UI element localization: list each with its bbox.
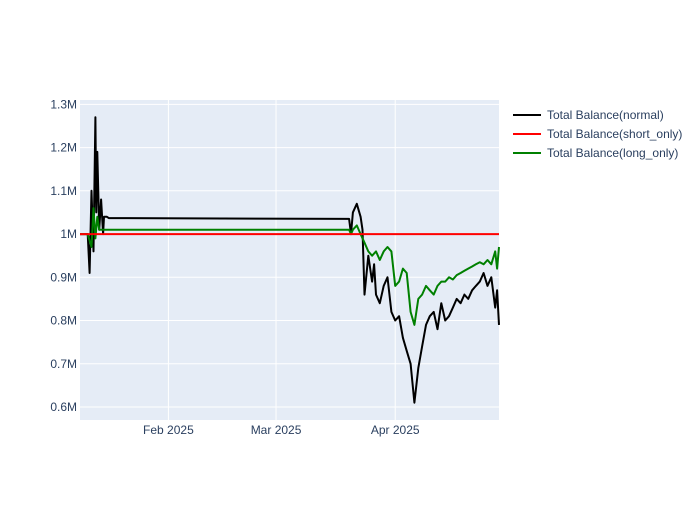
- y-tick-label: 1M: [60, 227, 77, 241]
- legend-label: Total Balance(short_only): [547, 127, 682, 141]
- x-tick-label: Mar 2025: [251, 423, 302, 437]
- plot-background: [80, 100, 499, 420]
- series-line-0: [80, 116, 500, 404]
- axis-layer: 0.6M 0.7M 0.8M 0.9M 1M 1.1M 1.2M 1.3M Feb 2025 Ma…: [50, 97, 420, 437]
- y-tick-label: 0.7M: [50, 357, 77, 371]
- legend: Total Balance(normal) Total Balance(short…: [513, 108, 682, 160]
- x-tick-label: Feb 2025: [143, 423, 194, 437]
- y-tick-label: 0.9M: [50, 270, 77, 284]
- grid-layer: [80, 100, 499, 420]
- y-tick-label: 1.2M: [50, 141, 77, 155]
- y-tick-label: 0.8M: [50, 314, 77, 328]
- series-layer: [80, 116, 500, 404]
- x-tick-label: Apr 2025: [371, 423, 420, 437]
- y-tick-label: 1.1M: [50, 184, 77, 198]
- legend-label: Total Balance(normal): [547, 108, 664, 122]
- y-tick-label: 0.6M: [50, 400, 77, 414]
- y-tick-label: 1.3M: [50, 97, 77, 111]
- series-line-2: [80, 207, 500, 326]
- legend-label: Total Balance(long_only): [547, 146, 678, 160]
